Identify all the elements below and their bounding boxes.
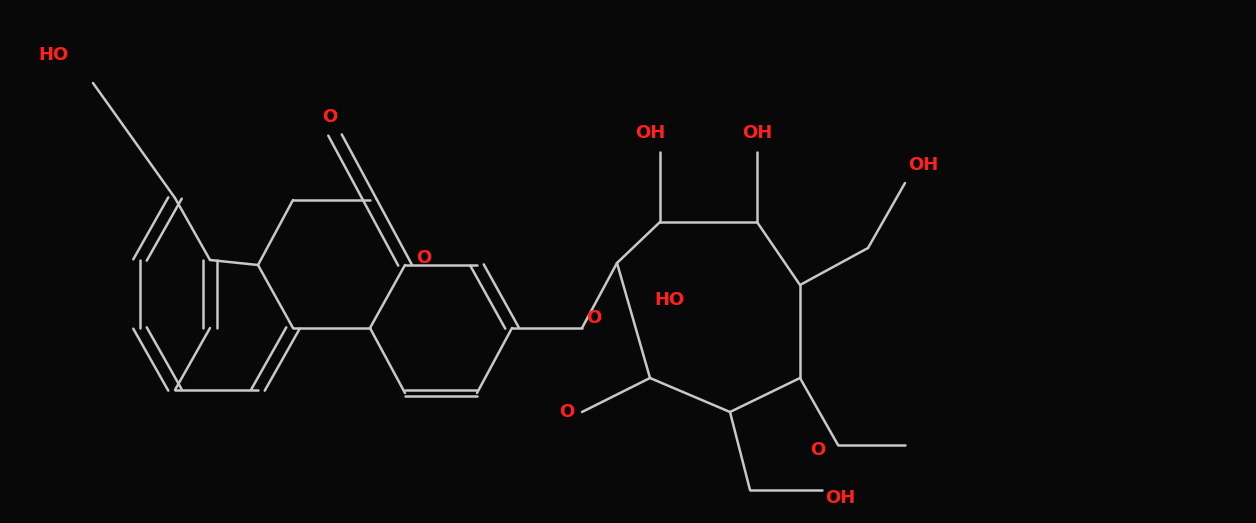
Text: HO: HO — [654, 291, 685, 309]
Text: O: O — [587, 309, 602, 327]
Text: O: O — [416, 249, 431, 267]
Text: OH: OH — [825, 489, 855, 507]
Text: O: O — [323, 108, 338, 126]
Text: OH: OH — [742, 124, 772, 142]
Text: OH: OH — [908, 156, 938, 174]
Text: O: O — [810, 441, 825, 459]
Text: O: O — [559, 403, 574, 421]
Text: OH: OH — [634, 124, 666, 142]
Text: HO: HO — [38, 46, 68, 64]
